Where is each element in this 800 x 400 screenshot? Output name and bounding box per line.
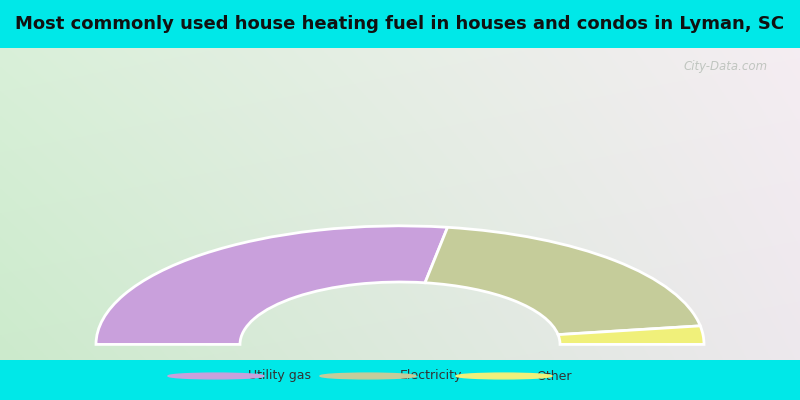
Wedge shape xyxy=(558,326,704,344)
Circle shape xyxy=(168,373,264,379)
Text: Other: Other xyxy=(536,370,571,382)
Circle shape xyxy=(320,373,416,379)
Circle shape xyxy=(456,373,552,379)
Text: Utility gas: Utility gas xyxy=(248,370,311,382)
Text: Most commonly used house heating fuel in houses and condos in Lyman, SC: Most commonly used house heating fuel in… xyxy=(15,15,785,33)
Text: Electricity: Electricity xyxy=(400,370,462,382)
Wedge shape xyxy=(96,226,447,344)
Wedge shape xyxy=(425,227,700,335)
Text: City-Data.com: City-Data.com xyxy=(684,60,768,74)
